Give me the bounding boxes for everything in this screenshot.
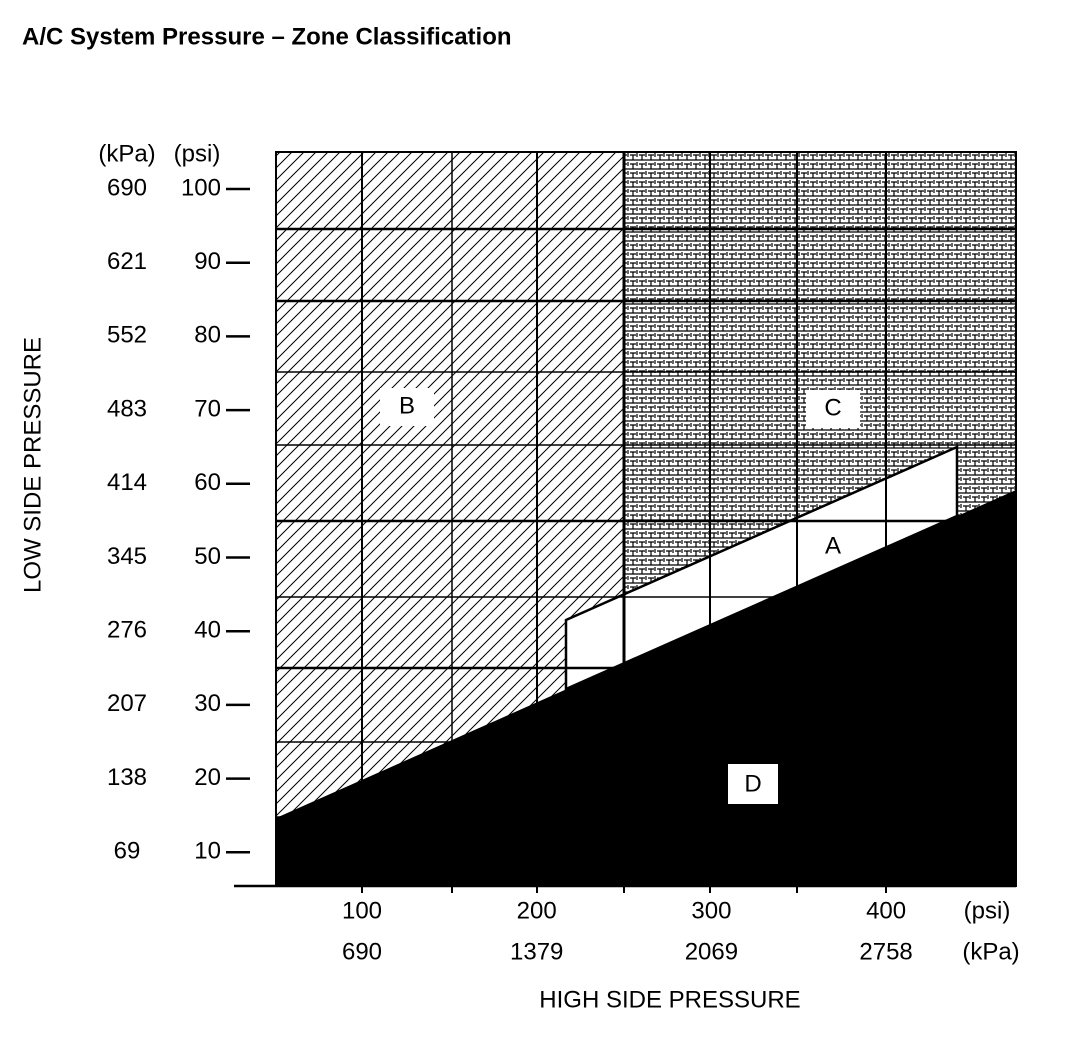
- y-tick-label-kpa: 276: [107, 617, 147, 644]
- unit-label: (kPa): [962, 938, 1019, 965]
- zone-label: B: [399, 392, 415, 419]
- y-tick-label-kpa: 621: [107, 248, 147, 275]
- unit-label: (kPa): [98, 140, 155, 167]
- y-tick-label-psi: 80: [194, 322, 221, 349]
- x-tick-label-psi: 100: [342, 897, 382, 924]
- x-tick-label-psi: 400: [866, 897, 906, 924]
- y-tick-label-kpa: 138: [107, 764, 147, 791]
- unit-label: (psi): [964, 897, 1011, 924]
- y-tick-label-psi: 50: [194, 543, 221, 570]
- y-tick-label-kpa: 414: [107, 469, 147, 496]
- y-tick-label-psi: 20: [194, 764, 221, 791]
- y-tick-label-psi: 30: [194, 690, 221, 717]
- zone-label: D: [744, 770, 761, 797]
- y-axis-label: LOW SIDE PRESSURE: [19, 337, 46, 593]
- title: A/C System Pressure – Zone Classificatio…: [22, 23, 512, 50]
- x-tick-label-kpa: 690: [342, 938, 382, 965]
- y-tick-label-psi: 40: [194, 617, 221, 644]
- unit-label: (psi): [174, 140, 221, 167]
- x-tick-label-psi: 200: [517, 897, 557, 924]
- y-tick-label-psi: 60: [194, 469, 221, 496]
- zone-label: C: [824, 394, 841, 421]
- label-box: [728, 764, 778, 804]
- y-tick-label-kpa: 552: [107, 322, 147, 349]
- y-tick-label-psi: 10: [194, 838, 221, 865]
- label-box: [806, 390, 860, 428]
- y-tick-label-kpa: 345: [107, 543, 147, 570]
- label-box: [380, 388, 434, 426]
- x-axis-label: HIGH SIDE PRESSURE: [539, 986, 800, 1013]
- y-tick-label-psi: 70: [194, 395, 221, 422]
- y-tick-label-kpa: 207: [107, 690, 147, 717]
- zone-label: A: [825, 532, 841, 559]
- x-tick-label-kpa: 2069: [685, 938, 738, 965]
- y-tick-label-kpa: 690: [107, 174, 147, 201]
- x-tick-label-kpa: 2758: [859, 938, 912, 965]
- zone-a-area: [564, 445, 959, 691]
- y-tick-label-kpa: 69: [114, 838, 141, 865]
- x-tick-label-psi: 300: [691, 897, 731, 924]
- y-tick-label-psi: 90: [194, 248, 221, 275]
- x-tick-label-kpa: 1379: [510, 938, 563, 965]
- y-tick-label-kpa: 483: [107, 395, 147, 422]
- y-tick-label-psi: 100: [181, 174, 221, 201]
- zone-d-area: [276, 490, 1016, 886]
